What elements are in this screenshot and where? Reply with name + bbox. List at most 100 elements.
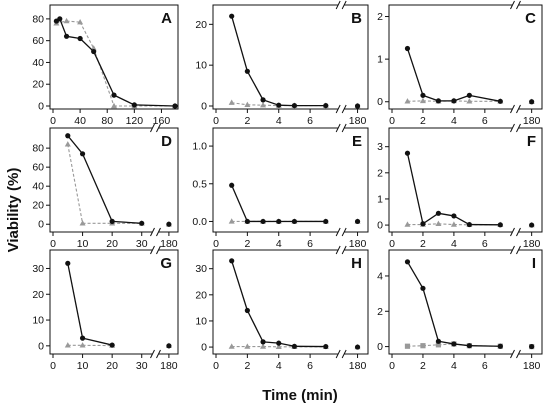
- data-point-circle: [166, 222, 171, 227]
- x-tick-label: 0: [389, 115, 395, 127]
- data-point-circle: [80, 336, 85, 341]
- x-tick-label: 4: [451, 238, 457, 250]
- data-point-circle: [420, 221, 425, 226]
- panel-label: H: [351, 255, 362, 272]
- panel-label: C: [525, 10, 536, 27]
- x-tick-label: 0: [50, 360, 56, 372]
- series-line-segment: [469, 95, 500, 101]
- series-line-segment: [68, 144, 83, 223]
- y-tick-label: 3: [377, 141, 383, 153]
- y-tick-label: 20: [195, 289, 207, 301]
- data-point-circle: [276, 341, 281, 346]
- y-tick-label: 0.5: [192, 178, 207, 190]
- panel-frame: [389, 128, 542, 232]
- series-line-segment: [407, 262, 422, 288]
- y-tick-label: 20: [32, 200, 44, 212]
- data-point-circle: [91, 49, 96, 54]
- x-tick-label: 2: [420, 238, 426, 250]
- panel-label: G: [160, 255, 172, 272]
- data-point-triangle: [435, 221, 441, 226]
- data-point-circle: [229, 183, 234, 188]
- data-point-circle: [323, 344, 328, 349]
- panel-frame: [213, 128, 368, 232]
- y-tick-label: 20: [32, 289, 44, 301]
- y-tick-label: 10: [195, 60, 207, 72]
- panel-label: I: [532, 255, 536, 272]
- series-line-segment: [469, 346, 500, 347]
- series-line-segment: [68, 136, 83, 154]
- x-tick-label: 30: [136, 238, 148, 250]
- x-tick-label: 180: [523, 238, 541, 250]
- x-tick-label: 4: [451, 115, 457, 127]
- y-axis-label: Viability (%): [5, 168, 22, 253]
- data-point-circle: [451, 341, 456, 346]
- data-point-circle: [529, 222, 534, 227]
- data-point-circle: [529, 344, 534, 349]
- data-point-circle: [498, 99, 503, 104]
- data-point-circle: [355, 219, 360, 224]
- y-tick-label: 30: [195, 263, 207, 275]
- series-line-segment: [114, 95, 134, 105]
- data-point-circle: [323, 103, 328, 108]
- x-tick-label: 0: [213, 360, 219, 372]
- series-line-segment: [112, 221, 142, 223]
- data-point-circle: [64, 34, 69, 39]
- panel-frame: [389, 5, 542, 109]
- data-point-circle: [405, 46, 410, 51]
- data-point-circle: [276, 103, 281, 108]
- x-tick-label: 0: [389, 360, 395, 372]
- y-tick-label: 0: [201, 101, 207, 113]
- series-line-segment: [232, 185, 248, 221]
- x-tick-label: 10: [77, 238, 89, 250]
- data-point-circle: [65, 261, 70, 266]
- x-tick-label: 4: [276, 238, 282, 250]
- series-solid-circles: [229, 14, 360, 109]
- y-tick-label: 0: [38, 101, 44, 113]
- data-point-circle: [467, 93, 472, 98]
- x-tick-label: 2: [420, 360, 426, 372]
- panel-frame: [389, 250, 542, 354]
- y-tick-label: 0: [201, 342, 207, 354]
- series-line-segment: [423, 288, 438, 341]
- data-point-circle: [78, 36, 83, 41]
- data-point-circle: [436, 339, 441, 344]
- y-tick-label: 1.0: [192, 141, 207, 153]
- x-tick-label: 0: [213, 238, 219, 250]
- y-tick-label: 2: [377, 11, 383, 23]
- x-tick-label: 6: [482, 360, 488, 372]
- y-tick-label: 0: [377, 220, 383, 232]
- series-solid-circles: [65, 133, 171, 227]
- data-point-circle: [436, 211, 441, 216]
- series-solid-circles: [229, 258, 360, 349]
- y-tick-label: 80: [32, 143, 44, 155]
- data-point-circle: [57, 16, 62, 21]
- x-tick-label: 30: [136, 360, 148, 372]
- data-point-circle: [260, 339, 265, 344]
- x-tick-label: 0: [50, 238, 56, 250]
- data-point-circle: [420, 93, 425, 98]
- x-tick-label: 2: [244, 238, 250, 250]
- data-point-circle: [276, 219, 281, 224]
- data-point-circle: [467, 343, 472, 348]
- panel-frame: [213, 5, 368, 109]
- x-tick-label: 0: [213, 115, 219, 127]
- panel-frame: [50, 128, 178, 232]
- x-tick-label: 20: [106, 360, 118, 372]
- y-tick-label: 40: [32, 57, 44, 69]
- data-point-circle: [355, 344, 360, 349]
- x-tick-label: 0: [50, 115, 56, 127]
- y-tick-label: 1: [377, 54, 383, 66]
- data-point-circle: [260, 219, 265, 224]
- x-tick-label: 6: [482, 115, 488, 127]
- data-point-circle: [451, 213, 456, 218]
- panel-frame: [50, 250, 178, 354]
- data-point-circle: [139, 221, 144, 226]
- panel-label: B: [351, 10, 362, 27]
- x-tick-label: 2: [244, 115, 250, 127]
- x-tick-label: 0: [389, 238, 395, 250]
- y-tick-label: 30: [32, 263, 44, 275]
- data-point-circle: [65, 133, 70, 138]
- series-line-segment: [68, 263, 83, 338]
